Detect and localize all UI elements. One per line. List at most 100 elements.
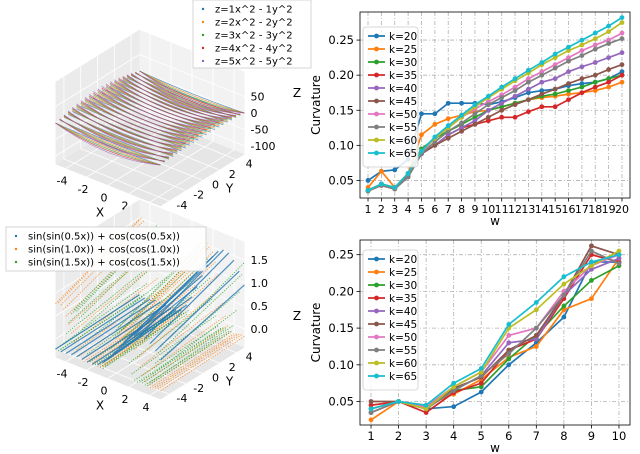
z-axis-label: Z [293,309,301,323]
data-point [472,111,478,117]
surface-line [135,72,241,116]
data-point [539,69,545,75]
data-point [566,69,571,75]
data-point [533,344,539,349]
legend-marker [374,124,379,130]
x-tick-label: 1 [367,429,374,443]
surface-line [84,97,190,140]
x-tick-label: 17 [575,203,589,216]
x-tick-label: 15 [548,203,562,216]
data-point [592,36,598,42]
data-point [589,259,594,265]
surface-line [133,274,219,350]
data-point [445,132,451,138]
surface-line [92,307,177,364]
data-point [533,333,539,338]
data-point [378,168,384,174]
curvature-line-chart-20: 1 2 3 4 5 6 7 8 9 10 11 12 13 14 15 16 17 18 19 200.050.100… [309,11,631,228]
data-point [432,134,438,140]
surface-line [63,114,169,158]
data-point [539,79,545,85]
curvature-line-chart-10: 1 2 3 4 5 6 7 8 9 10 0.05 0.10 0.15 0.20 0.25 w Curvatur… [309,239,631,454]
surface-line [144,252,230,339]
surface-line [112,260,198,339]
data-point [579,42,585,48]
data-point [459,125,464,131]
z-tick-label: 0.5 [251,300,269,313]
surface-line [144,324,230,382]
x-axis-label: X [96,205,104,219]
legend-marker [374,373,379,379]
x-tick-label: 16 [562,203,576,216]
surface-line [118,241,203,328]
surface-line [128,298,214,364]
data-point [459,120,464,126]
data-point [539,60,545,65]
data-point [419,111,424,117]
data-point [592,30,598,36]
surface-line [160,284,245,361]
surface-line [76,301,161,358]
data-point [485,114,491,120]
legend-label: k=45 [389,319,417,331]
data-point [526,76,531,82]
surface-line [139,70,245,114]
surface-line [67,110,174,154]
data-point [561,274,567,280]
data-point [478,373,484,379]
y-tick-label: 0 [212,371,219,384]
data-point [459,100,464,106]
data-point [552,76,558,82]
x-tick-label: -4 [57,174,68,187]
legend-marker [374,360,379,366]
legend-label: k=50 [389,109,417,121]
z-axis-label: Z [293,86,301,100]
data-point [616,252,622,258]
data-point [432,121,438,127]
surface-line [157,334,243,390]
data-point [561,292,567,298]
y-axis-label: Y [225,374,234,388]
surface-line [68,249,153,325]
series-line-k=65 [370,253,620,410]
x-tick-label: 11 [495,203,509,216]
data-point [419,132,424,138]
legend-marker [201,7,205,11]
legend-label: k=40 [389,83,417,95]
data-point [589,266,594,272]
surface-line [55,122,161,166]
surface-line [118,77,224,121]
data-point [445,123,451,129]
data-point [526,90,531,96]
legend-marker [201,59,205,63]
data-point [592,84,598,90]
surface-line [101,85,207,129]
legend-label: k=65 [389,371,417,383]
x-tick-label: 2 [395,429,402,443]
legend-label: k=35 [389,293,417,305]
pane-grid [139,286,245,330]
data-point [368,417,374,423]
data-point [526,109,531,115]
data-point [445,128,451,134]
legend-marker [14,260,18,264]
data-point [378,181,384,187]
data-point [566,91,571,97]
axes-frame [359,239,631,426]
data-point [485,93,491,99]
data-point [619,79,625,85]
surface-line [114,79,220,123]
surface-line [160,335,245,392]
surface-line [81,254,167,330]
surface-line [84,275,169,343]
data-point [451,380,457,386]
y-tick-label: 0.10 [328,138,354,152]
data-point [619,15,625,21]
legend-label: sin(sin(1.5x)) + cos(cos(1.5x)) [28,258,180,269]
x-tick-label: 13 [521,203,535,216]
data-point [451,404,457,410]
data-point [485,118,491,124]
data-point [566,97,571,103]
z-tick-label: 0.0 [251,323,269,336]
